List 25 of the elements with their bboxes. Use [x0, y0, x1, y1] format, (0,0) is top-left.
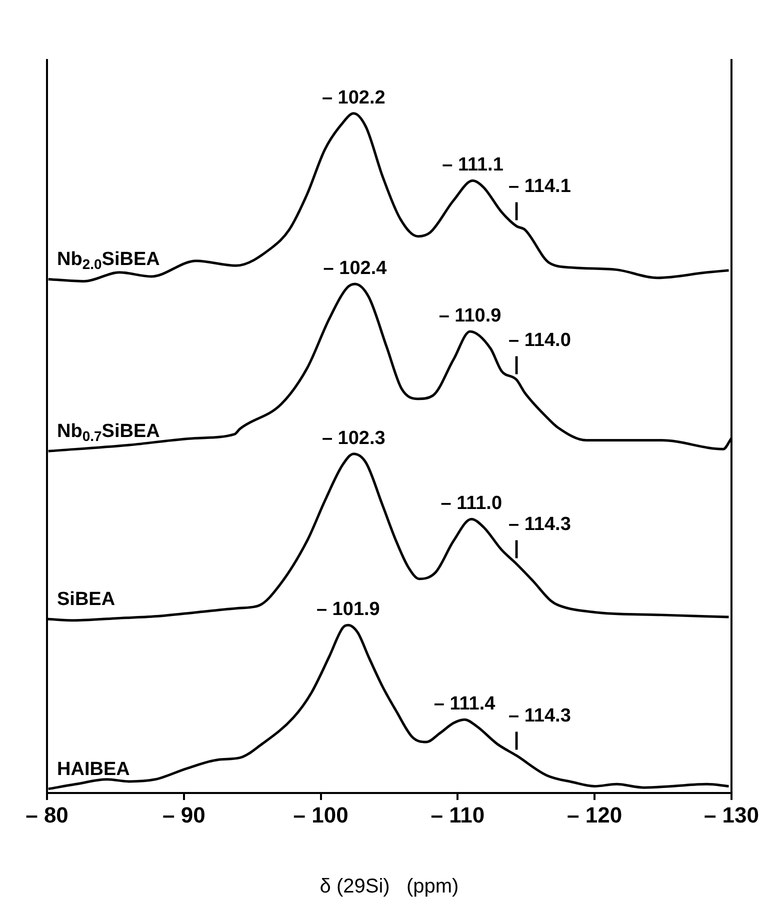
x-tick-label: – 120: [567, 802, 622, 828]
annotation: |: [514, 730, 520, 751]
annotation: |: [514, 354, 520, 375]
annotation: – 102.2: [322, 87, 386, 108]
annotation: – 102.3: [322, 428, 386, 449]
x-tick-label: – 90: [162, 802, 206, 828]
annotation: – 111.1: [442, 154, 504, 176]
x-tick-label: – 130: [704, 802, 760, 828]
series-label: HAIBEA: [57, 758, 130, 780]
annotation: |: [514, 538, 520, 559]
x-tick-label: – 100: [293, 802, 348, 828]
annotation: – 114.3: [508, 706, 571, 727]
annotation: – 101.9: [316, 599, 380, 620]
x-axis-title: δ (29Si) (ppm): [320, 876, 459, 898]
x-tick-label: – 80: [26, 802, 68, 828]
annotation: – 114.0: [508, 330, 571, 351]
annotation: – 102.4: [323, 258, 388, 279]
annotation: – 110.9: [438, 306, 502, 327]
series-label: SiBEA: [57, 589, 116, 610]
annotation: – 114.3: [508, 514, 571, 535]
annotation: – 111.0: [440, 493, 502, 514]
annotation: – 111.4: [434, 694, 496, 715]
x-tick-label: – 110: [430, 802, 485, 828]
annotation: |: [514, 200, 520, 222]
annotation: – 114.1: [508, 176, 572, 198]
